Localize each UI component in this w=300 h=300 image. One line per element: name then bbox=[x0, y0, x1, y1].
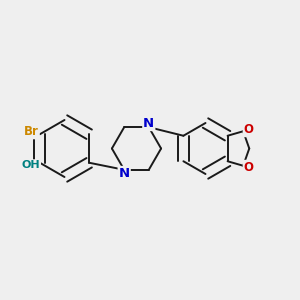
Text: N: N bbox=[118, 167, 130, 180]
Text: O: O bbox=[244, 123, 254, 136]
Text: O: O bbox=[244, 161, 254, 174]
Text: Br: Br bbox=[24, 125, 39, 138]
Text: N: N bbox=[143, 117, 154, 130]
Text: OH: OH bbox=[22, 160, 40, 170]
